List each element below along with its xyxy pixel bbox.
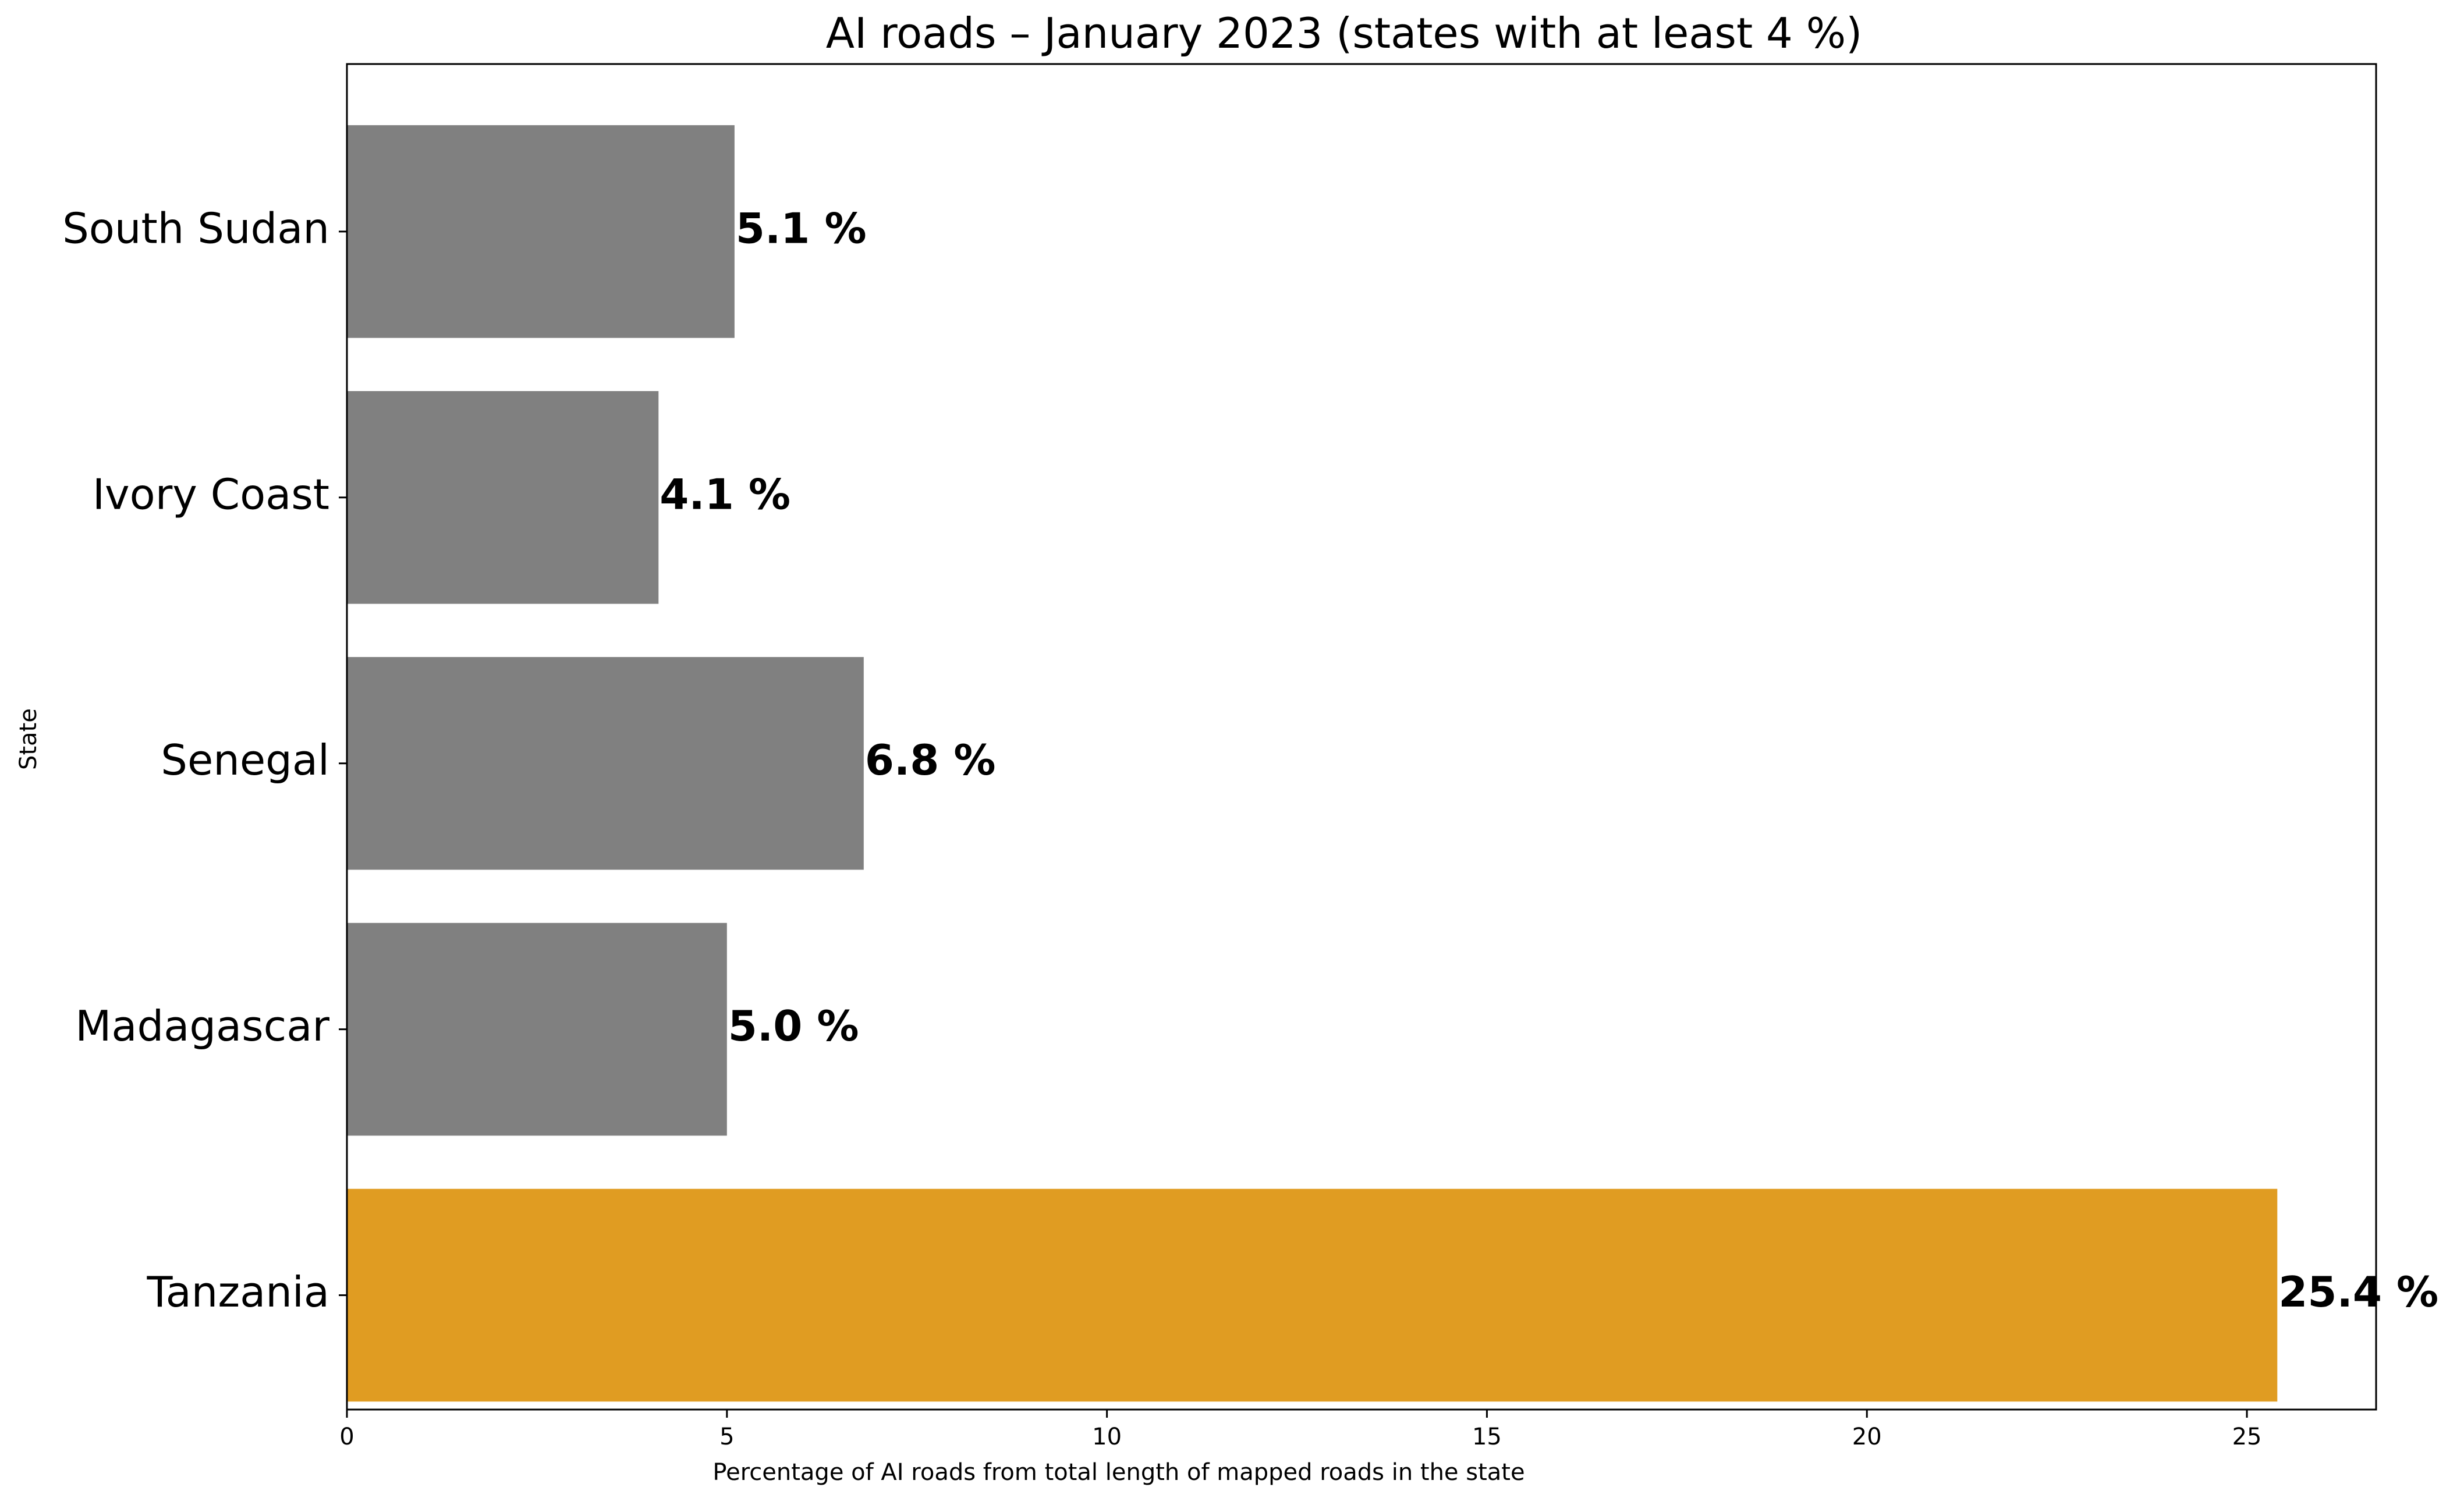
- bar-madagascar: [347, 922, 727, 1136]
- x-tick-label: 0: [339, 1424, 354, 1450]
- y-tick-label: Tanzania: [147, 1268, 330, 1316]
- data-label: 25.4 %: [2278, 1268, 2438, 1316]
- bars-layer: [347, 125, 2278, 1402]
- x-tick-label: 20: [1852, 1424, 1882, 1450]
- y-tick-label: Ivory Coast: [93, 470, 329, 519]
- chart-title: AI roads – January 2023 (states with at …: [826, 9, 1863, 58]
- x-tick-label: 15: [1472, 1424, 1502, 1450]
- data-label: 5.1 %: [736, 204, 867, 253]
- bar-senegal: [347, 656, 864, 870]
- labels-layer: 5.1 % South Sudan 4.1 % Ivory Coast 6.8 % Sen…: [62, 204, 2438, 1316]
- x-tick-label: 25: [2232, 1424, 2262, 1450]
- x-axis-title: Percentage of AI roads from total length…: [712, 1459, 1525, 1486]
- data-label: 4.1 %: [660, 470, 790, 519]
- bar-south-sudan: [347, 125, 735, 338]
- y-axis-title: State: [15, 708, 42, 770]
- y-tick-label: Senegal: [161, 736, 329, 785]
- y-tick-label: South Sudan: [62, 204, 329, 253]
- data-label: 5.0 %: [728, 1002, 859, 1050]
- x-tick-label: 10: [1092, 1424, 1122, 1450]
- data-label: 6.8 %: [865, 736, 996, 785]
- bar-ivory-coast: [347, 391, 659, 604]
- ticks-layer: 0 5 10 15 20 25: [339, 230, 2262, 1450]
- x-tick-label: 5: [719, 1424, 734, 1450]
- plot-frame: [346, 63, 2377, 1411]
- y-tick-label: Madagascar: [75, 1002, 329, 1050]
- bar-tanzania: [347, 1188, 2278, 1402]
